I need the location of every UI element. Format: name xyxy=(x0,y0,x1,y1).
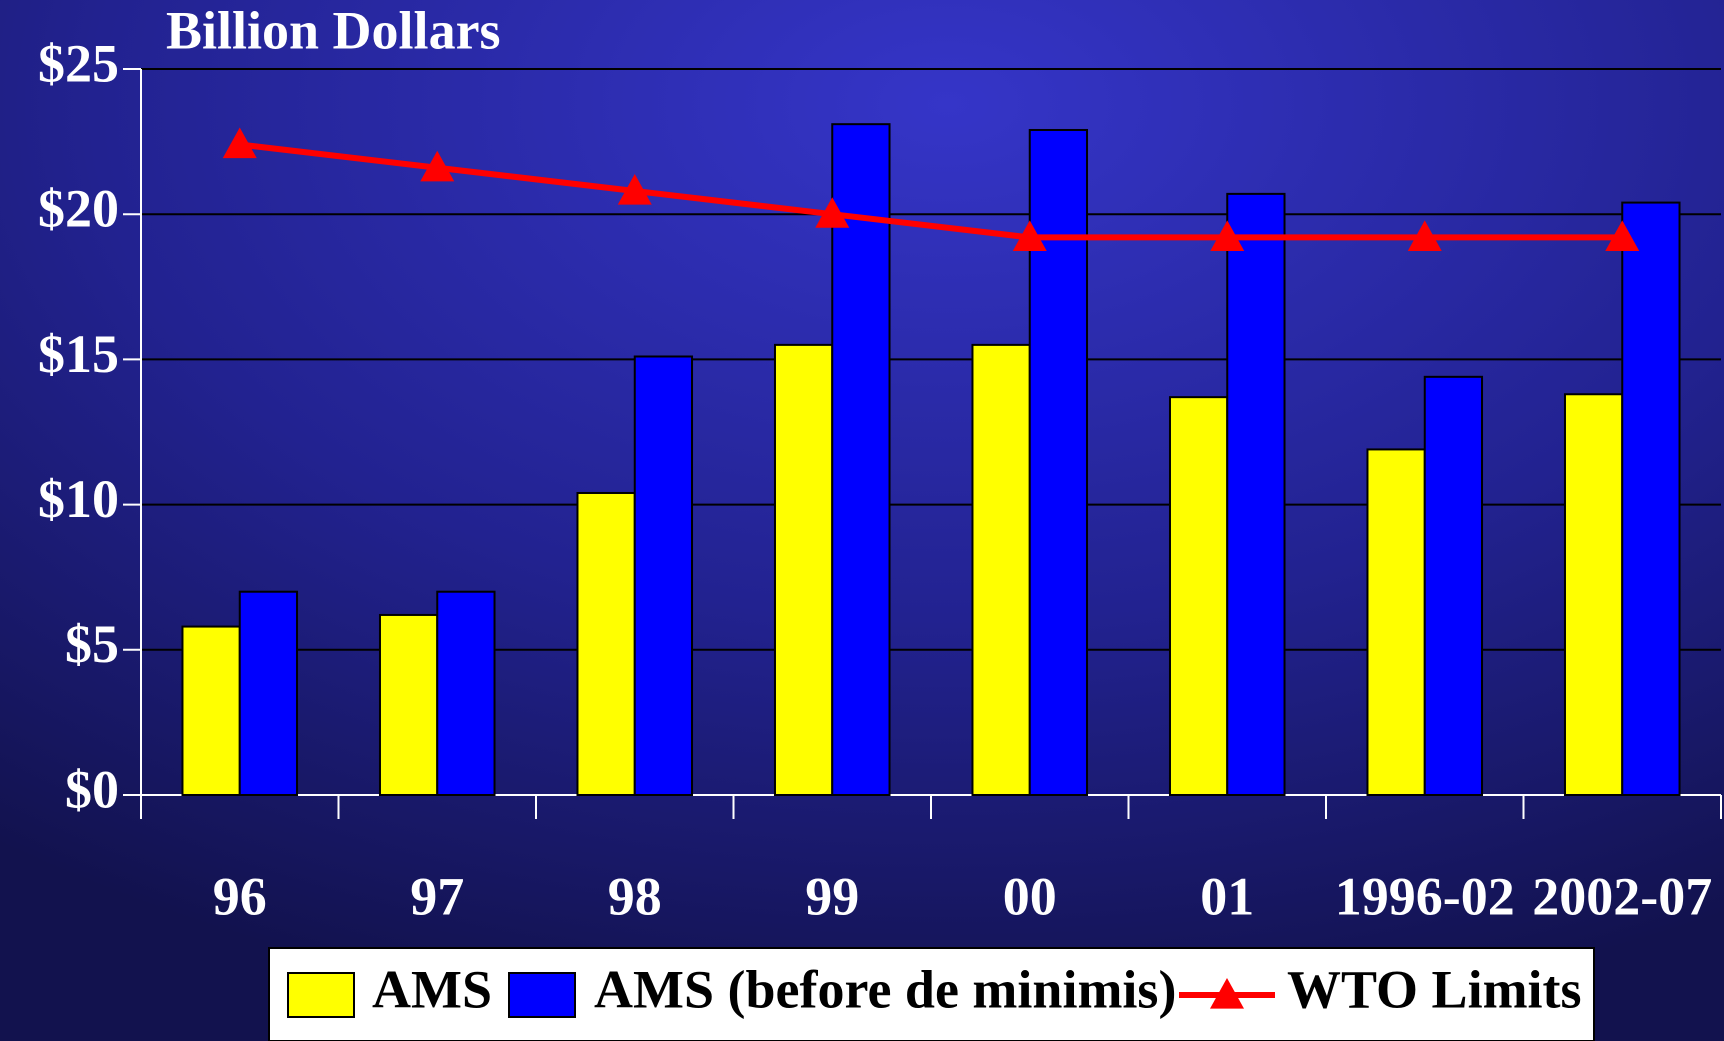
legend-label: AMS xyxy=(372,959,492,1019)
y-tick-label: $15 xyxy=(38,324,119,384)
bar xyxy=(1621,201,1681,797)
legend-swatch xyxy=(508,972,576,1018)
bar xyxy=(1423,375,1484,796)
x-tick-label: 00 xyxy=(1003,866,1057,926)
legend-swatch xyxy=(287,972,355,1018)
legend-marker xyxy=(1210,978,1244,1009)
bar xyxy=(633,355,694,796)
x-tick-label: 01 xyxy=(1200,866,1254,926)
bar xyxy=(1168,396,1229,796)
y-tick-label: $10 xyxy=(38,469,119,529)
y-tick-label: $5 xyxy=(65,614,119,674)
bar xyxy=(436,590,496,796)
bar xyxy=(181,625,241,796)
bar xyxy=(1226,192,1286,796)
legend xyxy=(268,947,1595,1041)
bar xyxy=(238,590,299,796)
marker xyxy=(222,127,257,159)
x-tick-label: 97 xyxy=(410,866,464,926)
x-tick-label: 99 xyxy=(805,866,859,926)
x-tick-label: 1996-02 xyxy=(1335,866,1515,926)
marker xyxy=(815,197,850,228)
bar xyxy=(971,343,1031,796)
legend-label: AMS (before de minimis) xyxy=(594,959,1176,1019)
marker xyxy=(420,150,455,182)
marker xyxy=(1605,220,1640,252)
marker xyxy=(1210,220,1245,252)
bar xyxy=(1028,128,1089,796)
legend-label: WTO Limits xyxy=(1287,959,1582,1019)
bar xyxy=(831,123,891,796)
marker xyxy=(1012,220,1047,252)
y-tick-label: $0 xyxy=(65,759,119,819)
y-tick-label: $20 xyxy=(38,179,119,239)
marker xyxy=(1407,220,1442,252)
bar xyxy=(773,343,834,796)
bar xyxy=(1366,448,1426,796)
line xyxy=(239,141,1623,241)
marker xyxy=(617,173,652,205)
bar xyxy=(1563,393,1624,796)
y-tick-label: $25 xyxy=(38,33,119,93)
bar xyxy=(378,613,439,797)
x-tick-label: 2002-07 xyxy=(1532,866,1712,926)
chart-title: Billion Dollars xyxy=(166,0,501,60)
x-tick-label: 98 xyxy=(608,866,662,926)
x-tick-label: 96 xyxy=(213,866,267,926)
bar xyxy=(576,491,636,796)
